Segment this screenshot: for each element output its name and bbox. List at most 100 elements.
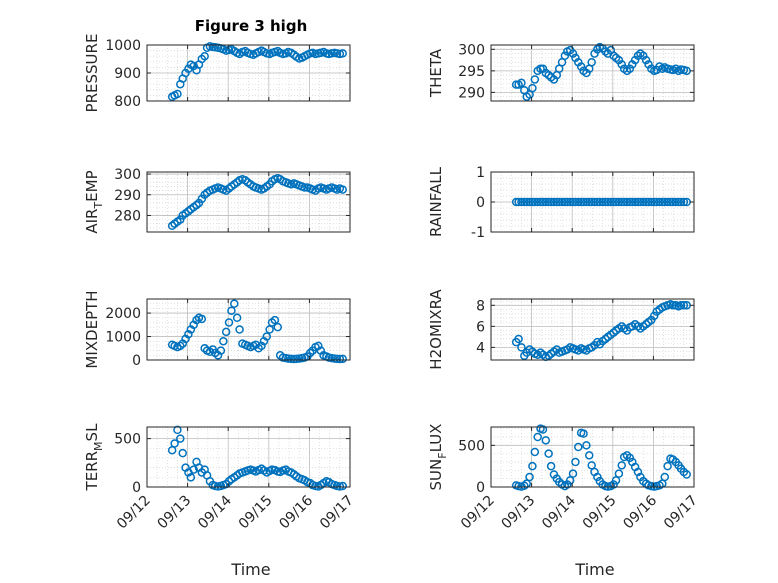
data-point [671,197,680,207]
figure-title: Figure 3 high [195,17,308,35]
data-point [314,341,323,351]
axes-box [490,298,695,361]
data-point [611,197,621,207]
data-point [167,221,177,231]
data-point [544,449,553,458]
x-tick-label: 09/13 [499,493,539,533]
axes-box [146,426,351,488]
data-point [525,472,534,482]
data-point [517,343,526,352]
data-point [544,197,553,207]
data-point [184,329,193,339]
data-point [571,457,580,467]
data-point [598,197,607,207]
data-point [676,301,686,310]
data-point [601,47,610,56]
y-tick-label: 0 [132,480,141,496]
y-tick-label: 8 [476,298,485,314]
data-point [636,197,645,207]
data-point [241,176,250,185]
y-axis-label-main: THETA [427,48,445,98]
data-point [235,325,244,334]
y-axis-label-subscript: T [92,202,105,210]
data-point [517,197,526,207]
data-point [660,197,670,207]
data-point [200,51,209,61]
data-point [663,461,672,471]
y-tick-label: 500 [114,432,141,448]
data-point [668,197,678,207]
y-axis-label: RAINFALL [427,166,445,237]
subplot-8: 0 500 09/12 09/13 09/14 09/15 09/16 09/17 SUNFLU… [427,424,701,533]
data-point [585,197,594,207]
y-tick-label: 295 [458,64,485,80]
data-point [232,313,242,323]
y-axis-label-subscript: M [92,441,105,451]
y-tick-label: 800 [114,94,141,110]
data-point [230,299,239,308]
x-tick-label: 09/16 [276,492,316,532]
subplot-3: 280 290 300 AIRTEMP [83,167,351,234]
data-point [609,197,618,207]
data-point [338,49,347,58]
x-tick-label: 09/15 [580,493,620,533]
y-tick-label: 900 [114,66,141,82]
data-point [565,476,575,485]
data-point [170,439,179,448]
data-point [530,197,540,207]
data-point [176,341,185,351]
data-point [576,62,586,71]
data-point [192,315,201,325]
y-axis-label: SUNFLUX [427,424,449,491]
data-point [587,197,596,207]
data-point [603,197,613,207]
data-point [520,481,529,490]
data-point [587,461,596,470]
data-point [617,60,626,69]
subplot-7: 0 500 09/12 09/13 09/14 09/15 09/16 09/17 TERRMS… [83,423,357,532]
data-point [641,55,651,65]
data-point [649,311,659,321]
axes-box [146,171,351,233]
data-point [197,314,207,324]
y-tick-label: 0 [476,195,485,211]
data-point [565,197,575,207]
data-point [517,78,526,88]
y-tick-label: 1000 [105,330,141,346]
data-point [576,197,586,207]
data-point [200,190,209,200]
y-tick-label: -1 [471,225,485,241]
data-point [593,45,602,54]
data-point [525,197,534,207]
data-point [265,325,274,334]
y-tick-label: 6 [476,319,485,335]
y-axis-label-main: H2OMIXRA [427,289,445,370]
data-point [574,197,583,207]
data-point [625,64,635,73]
data-point [579,429,588,438]
y-axis-label-subscript: F [436,452,449,458]
y-axis-label-main: TERR [83,451,101,492]
data-point [219,336,228,346]
data-point [176,215,185,224]
data-point [541,197,551,207]
data-point [633,51,643,61]
data-point [639,197,648,207]
data-point [552,197,562,207]
data-point [541,436,551,445]
y-axis-label-main: RAINFALL [427,166,445,237]
y-tick-label: 1000 [105,38,141,54]
data-point [560,197,570,207]
data-point [574,442,583,452]
y-tick-label: 4 [476,340,485,356]
data-point [679,197,689,207]
data-point [557,197,567,207]
y-axis-label: H2OMIXRA [427,289,445,370]
data-point [633,197,643,207]
data-point [549,197,559,207]
y-axis-label-main: PRESSURE [83,34,101,113]
data-point [660,472,670,482]
data-point [511,197,521,207]
data-point [227,306,236,315]
